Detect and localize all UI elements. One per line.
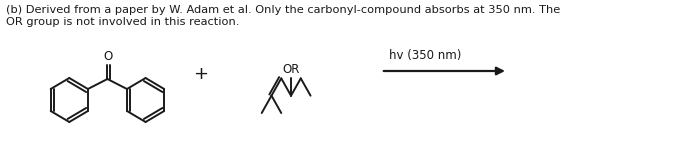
Text: +: + <box>193 65 208 83</box>
Text: hv (350 nm): hv (350 nm) <box>389 49 461 62</box>
Text: OR: OR <box>282 63 300 76</box>
Text: O: O <box>104 50 113 63</box>
Text: (b) Derived from a paper by W. Adam et al. Only the carbonyl-compound absorbs at: (b) Derived from a paper by W. Adam et a… <box>6 5 560 27</box>
